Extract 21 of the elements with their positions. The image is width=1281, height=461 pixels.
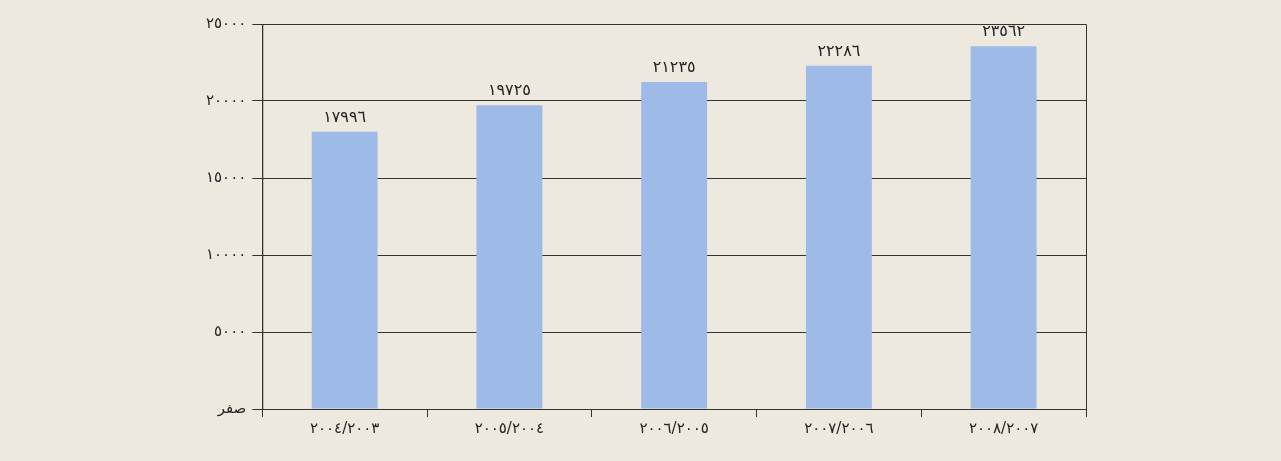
y-tick-label: ٢٥٠٠٠	[205, 13, 247, 32]
bar	[641, 81, 708, 409]
x-tick-label: ٢٠٠٧/٢٠٠٦	[804, 418, 874, 437]
bar	[311, 131, 378, 409]
y-tick-label: ١٠٠٠٠	[205, 244, 247, 263]
data-label: ١٩٧٢٥	[487, 80, 531, 100]
y-tick-label: ٢٠٠٠٠	[205, 90, 247, 109]
bar	[476, 105, 543, 409]
x-tick-label: ٢٠٠٤/٢٠٠٣	[309, 418, 380, 437]
data-label: ٢٢٢٨٦	[817, 40, 861, 60]
x-tick-label: ٢٠٠٥/٢٠٠٤	[474, 418, 545, 437]
y-tick-label: ٥٠٠٠	[214, 321, 247, 340]
bar	[805, 65, 872, 409]
data-label: ٢٣٥٦٢	[982, 21, 1026, 41]
y-tick-label: صفر	[216, 398, 247, 417]
data-label: ٢١٢٣٥	[652, 57, 696, 77]
data-label: ١٧٩٩٦	[323, 107, 367, 127]
y-tick-label: ١٥٠٠٠	[205, 167, 247, 186]
x-tick-label: ٢٠٠٦/٢٠٠٥	[639, 418, 709, 437]
x-tick-label: ٢٠٠٨/٢٠٠٧	[968, 418, 1039, 437]
bar	[970, 46, 1037, 409]
